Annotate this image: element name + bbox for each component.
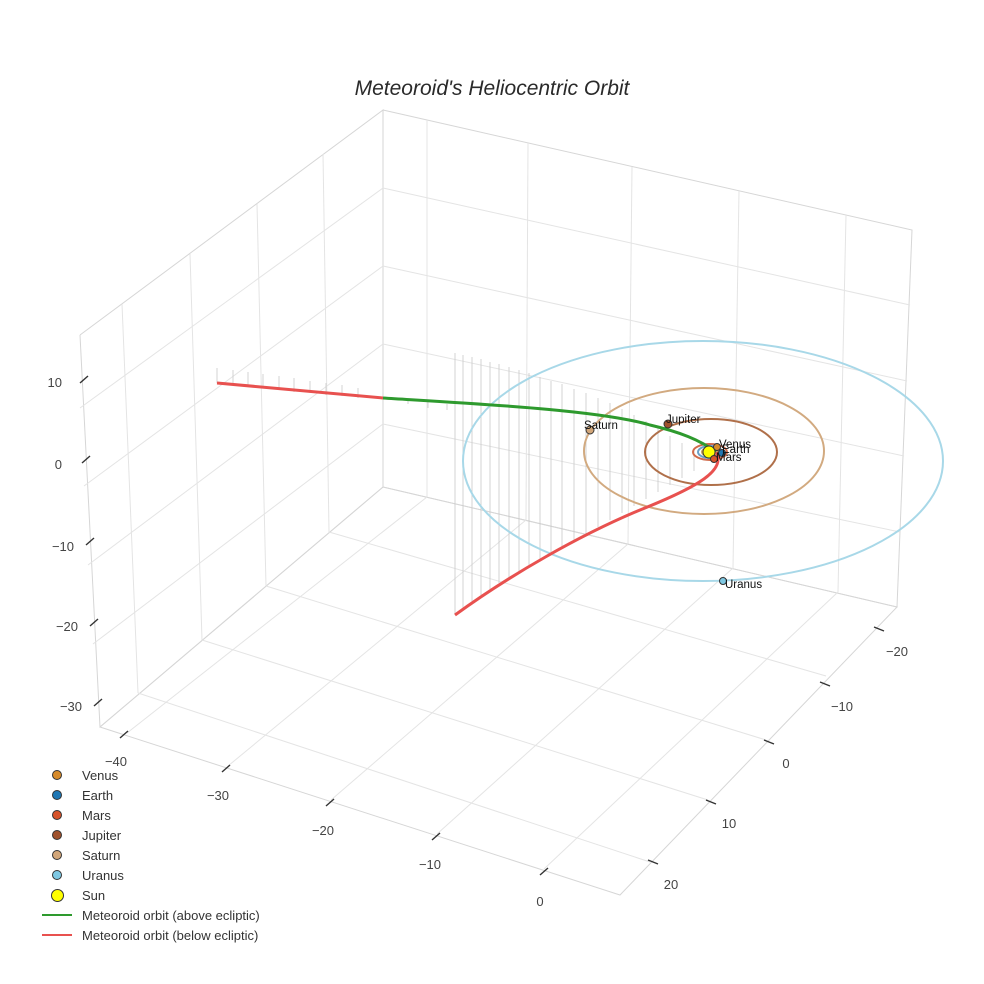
legend-earth-swatch <box>52 790 62 800</box>
orbit-below-ecliptic-tail <box>216 381 384 400</box>
legend-item-jupiter[interactable]: Jupiter <box>40 825 260 845</box>
venus-label: Venus <box>719 439 751 451</box>
y-tick-label: 20 <box>664 877 678 892</box>
legend-label: Uranus <box>82 867 124 883</box>
mars-orbit <box>692 443 728 461</box>
legend-saturn-swatch <box>52 850 62 860</box>
chart-title: Meteoroid's Heliocentric Orbit <box>355 77 631 100</box>
legend-item-orbit-above[interactable]: Meteoroid orbit (above ecliptic) <box>40 905 260 925</box>
venus-marker <box>713 443 721 451</box>
legend-label: Meteoroid orbit (below ecliptic) <box>82 927 259 943</box>
y-tick-label: −10 <box>831 699 853 714</box>
meteoroid-orbit <box>216 381 720 617</box>
legend-label: Saturn <box>82 847 121 863</box>
tick-marks <box>79 375 885 876</box>
z-tick-label: −20 <box>56 619 78 634</box>
drop-lines <box>216 353 695 615</box>
z-tick-label: 0 <box>55 457 62 472</box>
earth-marker <box>718 449 726 457</box>
legend-item-mars[interactable]: Mars <box>40 805 260 825</box>
saturn-label: Saturn <box>584 420 618 432</box>
planet-markers: Saturn Jupiter Uranus Venus Earth Mars <box>584 414 762 591</box>
earth-label: Earth <box>722 444 750 456</box>
orbit-above-ecliptic <box>382 396 717 454</box>
legend-item-earth[interactable]: Earth <box>40 785 260 805</box>
legend-mars-swatch <box>52 810 62 820</box>
x-tick-label: −40 <box>105 754 127 769</box>
legend-label: Mars <box>82 807 111 823</box>
grid-walls <box>79 109 913 896</box>
x-tick-label: −30 <box>207 788 229 803</box>
legend-orbit-below-swatch <box>42 934 72 936</box>
y-tick-label: 0 <box>782 756 789 771</box>
y-tick-label: 10 <box>722 816 736 831</box>
legend-venus-swatch <box>52 770 62 780</box>
legend-label: Earth <box>82 787 114 803</box>
legend-item-orbit-below[interactable]: Meteoroid orbit (below ecliptic) <box>40 925 260 945</box>
uranus-marker <box>719 577 727 585</box>
mars-marker <box>710 455 718 463</box>
z-tick-label: −10 <box>52 539 74 554</box>
legend-sun-swatch <box>50 888 64 902</box>
uranus-orbit <box>462 340 944 582</box>
z-tick-label: 10 <box>48 375 62 390</box>
y-tick-label: −20 <box>886 644 908 659</box>
legend: Venus Earth Mars Jupiter Saturn Uranus S… <box>40 765 260 945</box>
legend-item-sun[interactable]: Sun <box>40 885 260 905</box>
legend-label: Jupiter <box>82 827 122 843</box>
x-tick-label: −10 <box>419 857 441 872</box>
legend-item-uranus[interactable]: Uranus <box>40 865 260 885</box>
mars-label: Mars <box>716 452 742 464</box>
orbit-below-ecliptic-head <box>454 451 720 617</box>
jupiter-orbit <box>644 418 778 486</box>
z-tick-label: −30 <box>60 699 82 714</box>
legend-label: Sun <box>82 887 106 903</box>
sun-marker <box>702 445 716 459</box>
saturn-marker <box>585 425 595 435</box>
x-tick-label: 0 <box>536 894 543 909</box>
legend-label: Meteoroid orbit (above ecliptic) <box>82 907 260 923</box>
uranus-label: Uranus <box>725 579 762 591</box>
legend-item-saturn[interactable]: Saturn <box>40 845 260 865</box>
legend-label: Venus <box>82 767 119 783</box>
planet-orbits <box>462 340 944 582</box>
legend-item-venus[interactable]: Venus <box>40 765 260 785</box>
legend-uranus-swatch <box>52 870 62 880</box>
legend-jupiter-swatch <box>52 830 62 840</box>
saturn-orbit <box>583 387 825 515</box>
jupiter-marker <box>663 419 673 429</box>
legend-orbit-above-swatch <box>42 914 72 916</box>
jupiter-label: Jupiter <box>666 414 701 426</box>
tick-labels: 10 0 −10 −20 −30 −40 −30 −20 −10 0 −20 −… <box>48 375 909 909</box>
x-tick-label: −20 <box>312 823 334 838</box>
